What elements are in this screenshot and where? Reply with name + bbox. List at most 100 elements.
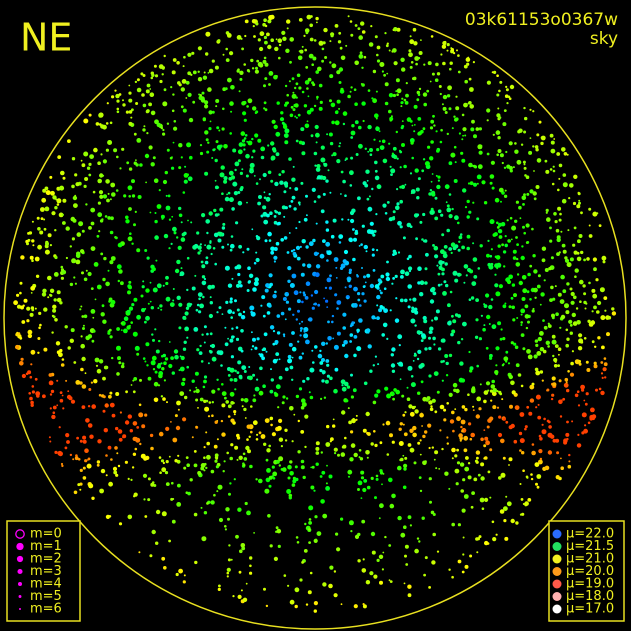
star [95,122,100,126]
star [298,203,301,206]
star [236,69,240,73]
star [212,148,216,152]
star [109,198,112,201]
brightness-label: μ=21.5 [566,539,614,554]
star [180,381,186,386]
star [473,134,477,139]
star [315,141,318,144]
star [270,250,275,255]
star [31,259,34,263]
star [250,170,253,173]
star [308,518,312,521]
star [151,481,155,484]
star [463,64,468,69]
star [371,187,374,191]
star [288,204,292,208]
star [357,488,360,491]
star [209,332,213,336]
star [101,218,104,221]
star [30,285,36,291]
star [353,604,358,609]
star [123,328,128,334]
star [417,349,422,354]
star [602,367,607,372]
star [328,132,333,137]
star [199,243,202,246]
star [537,415,542,420]
star [272,358,278,364]
star [386,72,389,75]
star [54,318,58,322]
star [439,140,443,144]
star [231,277,234,280]
star [247,266,251,271]
star [264,24,268,28]
star [375,213,378,216]
star [431,560,436,565]
star [582,284,586,288]
brightness-label: μ=22.0 [566,527,614,542]
star [390,115,393,118]
star [230,401,235,405]
star [213,444,218,449]
star [161,73,164,76]
star [43,218,46,221]
star [399,422,403,426]
star [352,228,355,231]
star [418,51,423,55]
star [464,134,467,137]
star [342,444,347,449]
brightness-label: μ=19.0 [566,577,614,592]
star [128,98,133,103]
star [162,179,168,185]
star [187,92,192,97]
star [428,477,432,481]
star [208,313,213,319]
star [477,473,481,477]
magnitude-label: m=4 [30,577,62,592]
star [166,122,170,125]
star [294,86,297,90]
star [13,300,18,306]
star [305,66,309,69]
star [521,275,527,280]
star [568,460,571,463]
star [188,117,194,123]
star [520,498,524,501]
star [104,403,109,408]
star [519,217,522,220]
star [20,357,24,361]
star [502,456,506,460]
star [34,307,37,310]
star [309,367,315,373]
star [465,274,468,277]
star [454,278,459,283]
star [316,98,319,100]
star [158,189,161,192]
star [69,338,75,343]
star [234,369,237,373]
star [263,101,267,105]
star [500,472,506,478]
star [487,262,492,267]
star [257,138,262,143]
star [549,239,553,243]
star [361,224,365,228]
star [117,356,121,361]
star [41,292,47,297]
star [165,426,170,431]
star [202,117,206,121]
star [165,275,169,280]
star [422,158,426,161]
star [235,326,239,329]
star [461,245,465,250]
star [430,209,435,215]
star [111,95,115,99]
star [73,276,76,279]
star [334,24,339,28]
star [601,255,607,261]
star [500,328,503,331]
star [487,239,490,242]
star [398,149,402,152]
star [268,273,273,278]
